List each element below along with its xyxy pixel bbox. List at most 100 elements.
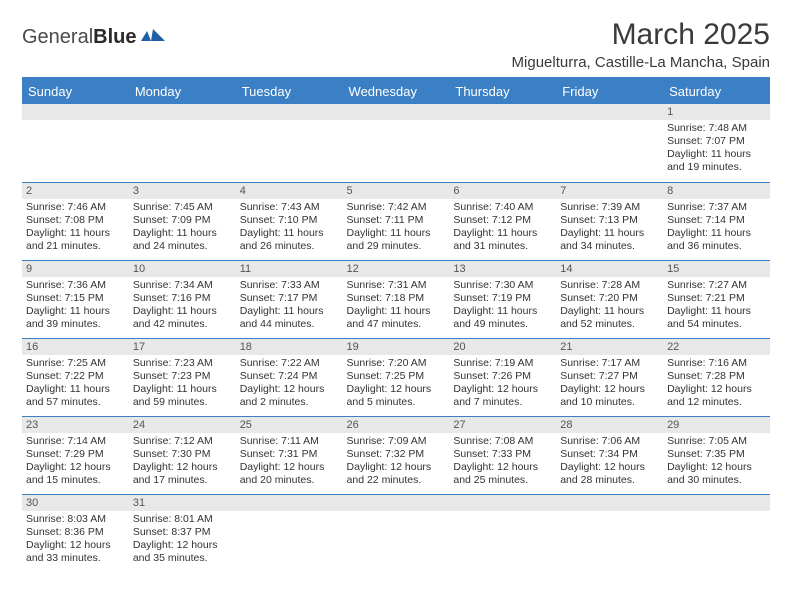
sunset-text: Sunset: 7:26 PM [453,370,552,383]
calendar-cell: 10Sunrise: 7:34 AMSunset: 7:16 PMDayligh… [129,260,236,338]
daylight-text: Daylight: 11 hours and 57 minutes. [26,383,125,409]
calendar-cell [236,104,343,182]
sunset-text: Sunset: 7:28 PM [667,370,766,383]
day-details [449,511,556,515]
day-details: Sunrise: 7:17 AMSunset: 7:27 PMDaylight:… [556,355,663,411]
day-details: Sunrise: 7:27 AMSunset: 7:21 PMDaylight:… [663,277,770,333]
day-details: Sunrise: 7:22 AMSunset: 7:24 PMDaylight:… [236,355,343,411]
day-header: Thursday [449,78,556,104]
sunrise-text: Sunrise: 7:46 AM [26,201,125,214]
daylight-text: Daylight: 12 hours and 25 minutes. [453,461,552,487]
day-number: 18 [236,339,343,355]
daylight-text: Daylight: 12 hours and 17 minutes. [133,461,232,487]
day-details: Sunrise: 7:23 AMSunset: 7:23 PMDaylight:… [129,355,236,411]
day-details: Sunrise: 7:37 AMSunset: 7:14 PMDaylight:… [663,199,770,255]
sunrise-text: Sunrise: 7:06 AM [560,435,659,448]
sunrise-text: Sunrise: 7:09 AM [347,435,446,448]
day-details: Sunrise: 8:03 AMSunset: 8:36 PMDaylight:… [22,511,129,567]
day-number [556,495,663,511]
calendar-cell: 23Sunrise: 7:14 AMSunset: 7:29 PMDayligh… [22,416,129,494]
calendar-cell: 7Sunrise: 7:39 AMSunset: 7:13 PMDaylight… [556,182,663,260]
calendar-cell: 11Sunrise: 7:33 AMSunset: 7:17 PMDayligh… [236,260,343,338]
day-details [449,120,556,124]
sunset-text: Sunset: 7:21 PM [667,292,766,305]
calendar-week: 9Sunrise: 7:36 AMSunset: 7:15 PMDaylight… [22,260,770,338]
sunrise-text: Sunrise: 7:12 AM [133,435,232,448]
day-number: 1 [663,104,770,120]
sunset-text: Sunset: 7:20 PM [560,292,659,305]
calendar-cell: 14Sunrise: 7:28 AMSunset: 7:20 PMDayligh… [556,260,663,338]
daylight-text: Daylight: 12 hours and 28 minutes. [560,461,659,487]
day-details: Sunrise: 7:20 AMSunset: 7:25 PMDaylight:… [343,355,450,411]
sunset-text: Sunset: 8:36 PM [26,526,125,539]
calendar-cell [129,104,236,182]
day-details [343,511,450,515]
sunrise-text: Sunrise: 7:34 AM [133,279,232,292]
calendar-week: 23Sunrise: 7:14 AMSunset: 7:29 PMDayligh… [22,416,770,494]
sunrise-text: Sunrise: 7:16 AM [667,357,766,370]
day-details [663,511,770,515]
daylight-text: Daylight: 11 hours and 34 minutes. [560,227,659,253]
daylight-text: Daylight: 11 hours and 59 minutes. [133,383,232,409]
calendar-week: 16Sunrise: 7:25 AMSunset: 7:22 PMDayligh… [22,338,770,416]
day-details [22,120,129,124]
daylight-text: Daylight: 11 hours and 49 minutes. [453,305,552,331]
day-details [556,120,663,124]
day-details: Sunrise: 7:48 AMSunset: 7:07 PMDaylight:… [663,120,770,176]
day-details: Sunrise: 7:06 AMSunset: 7:34 PMDaylight:… [556,433,663,489]
sunset-text: Sunset: 7:17 PM [240,292,339,305]
day-details: Sunrise: 7:16 AMSunset: 7:28 PMDaylight:… [663,355,770,411]
brand-name-b: Blue [93,26,136,48]
sunset-text: Sunset: 7:16 PM [133,292,232,305]
brand-name-a: General [22,26,93,48]
calendar-cell: 2Sunrise: 7:46 AMSunset: 7:08 PMDaylight… [22,182,129,260]
daylight-text: Daylight: 11 hours and 29 minutes. [347,227,446,253]
day-details [343,120,450,124]
sunset-text: Sunset: 7:25 PM [347,370,446,383]
calendar-cell: 12Sunrise: 7:31 AMSunset: 7:18 PMDayligh… [343,260,450,338]
calendar-cell [22,104,129,182]
month-title: March 2025 [512,18,770,52]
daylight-text: Daylight: 11 hours and 26 minutes. [240,227,339,253]
daylight-text: Daylight: 12 hours and 12 minutes. [667,383,766,409]
calendar-cell: 27Sunrise: 7:08 AMSunset: 7:33 PMDayligh… [449,416,556,494]
day-details: Sunrise: 7:40 AMSunset: 7:12 PMDaylight:… [449,199,556,255]
day-details: Sunrise: 7:28 AMSunset: 7:20 PMDaylight:… [556,277,663,333]
calendar-cell: 26Sunrise: 7:09 AMSunset: 7:32 PMDayligh… [343,416,450,494]
day-details: Sunrise: 7:19 AMSunset: 7:26 PMDaylight:… [449,355,556,411]
sunrise-text: Sunrise: 7:30 AM [453,279,552,292]
day-number: 17 [129,339,236,355]
calendar-cell: 17Sunrise: 7:23 AMSunset: 7:23 PMDayligh… [129,338,236,416]
sunrise-text: Sunrise: 8:01 AM [133,513,232,526]
daylight-text: Daylight: 12 hours and 5 minutes. [347,383,446,409]
sunrise-text: Sunrise: 7:40 AM [453,201,552,214]
calendar-cell: 20Sunrise: 7:19 AMSunset: 7:26 PMDayligh… [449,338,556,416]
calendar-cell [343,104,450,182]
calendar-cell: 24Sunrise: 7:12 AMSunset: 7:30 PMDayligh… [129,416,236,494]
sunset-text: Sunset: 7:31 PM [240,448,339,461]
day-details: Sunrise: 7:31 AMSunset: 7:18 PMDaylight:… [343,277,450,333]
sunrise-text: Sunrise: 7:17 AM [560,357,659,370]
daylight-text: Daylight: 11 hours and 36 minutes. [667,227,766,253]
sunrise-text: Sunrise: 7:14 AM [26,435,125,448]
day-header: Monday [129,78,236,104]
sunset-text: Sunset: 7:09 PM [133,214,232,227]
sunrise-text: Sunrise: 7:23 AM [133,357,232,370]
sunrise-text: Sunrise: 7:19 AM [453,357,552,370]
sunset-text: Sunset: 7:11 PM [347,214,446,227]
daylight-text: Daylight: 11 hours and 44 minutes. [240,305,339,331]
calendar-cell: 9Sunrise: 7:36 AMSunset: 7:15 PMDaylight… [22,260,129,338]
calendar-cell: 30Sunrise: 8:03 AMSunset: 8:36 PMDayligh… [22,494,129,572]
day-details: Sunrise: 7:39 AMSunset: 7:13 PMDaylight:… [556,199,663,255]
day-details: Sunrise: 7:34 AMSunset: 7:16 PMDaylight:… [129,277,236,333]
day-details: Sunrise: 7:33 AMSunset: 7:17 PMDaylight:… [236,277,343,333]
sunset-text: Sunset: 7:24 PM [240,370,339,383]
sunset-text: Sunset: 7:32 PM [347,448,446,461]
day-number: 20 [449,339,556,355]
day-details: Sunrise: 7:30 AMSunset: 7:19 PMDaylight:… [449,277,556,333]
day-number [22,104,129,120]
day-number: 24 [129,417,236,433]
day-number: 21 [556,339,663,355]
day-details: Sunrise: 8:01 AMSunset: 8:37 PMDaylight:… [129,511,236,567]
sunset-text: Sunset: 7:08 PM [26,214,125,227]
